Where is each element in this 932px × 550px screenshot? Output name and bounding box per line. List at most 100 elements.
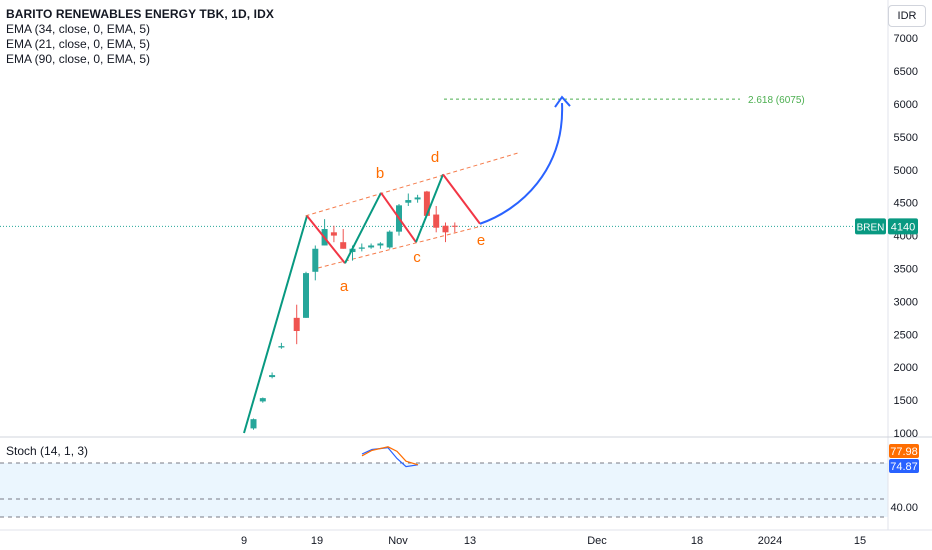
time-tick-label: 18	[691, 535, 703, 547]
price-tick-label: 4500	[894, 198, 918, 210]
time-tick-label: 15	[854, 535, 866, 547]
candle	[433, 205, 440, 233]
candle-body	[368, 245, 375, 248]
candle	[442, 222, 449, 243]
candle	[250, 418, 257, 430]
candle	[303, 271, 309, 318]
legend: BARITO RENEWABLES ENERGY TBK, 1D, IDX EM…	[6, 7, 274, 67]
candle	[278, 342, 285, 349]
symbol-badge	[855, 218, 886, 235]
stoch-k-line	[361, 447, 419, 468]
wave-segment	[415, 174, 444, 243]
price-tick-label: 7000	[894, 33, 918, 45]
time-tick-label: 13	[464, 535, 476, 547]
time-tick-label: 9	[241, 535, 247, 547]
time-tick-label: Dec	[587, 535, 607, 547]
wave-segment	[306, 215, 346, 264]
candle-body	[451, 225, 458, 227]
candle	[414, 194, 421, 203]
chart-title[interactable]: BARITO RENEWABLES ENERGY TBK, 1D, IDX	[6, 7, 274, 21]
price-tick-label: 2000	[894, 362, 918, 374]
price-tick-label: 3000	[894, 296, 918, 308]
stoch-k-badge: 77.98	[889, 444, 919, 458]
currency-button[interactable]: IDR	[888, 5, 926, 27]
price-tick-label: 6000	[894, 99, 918, 111]
wave-label-c: c	[413, 249, 421, 266]
candle-body	[386, 231, 393, 248]
projection-curve	[479, 103, 564, 225]
candle	[358, 243, 365, 252]
stoch-level-label: 40.00	[890, 502, 918, 514]
channel-upper-line	[305, 152, 519, 217]
stoch-k-badge-bg	[889, 444, 919, 458]
stoch-k-value: 77.98	[890, 446, 918, 458]
price-tick-label: 5000	[894, 165, 918, 177]
time-tick-label: 19	[311, 535, 323, 547]
candle-body	[330, 232, 337, 236]
stoch-d-line	[361, 446, 419, 466]
time-tick-label: 2024	[758, 535, 782, 547]
price-tick-label: 3500	[894, 264, 918, 276]
stoch-d-badge: 74.87	[889, 459, 919, 473]
price-badge	[888, 218, 918, 235]
price-tick-label: 2500	[894, 329, 918, 341]
candle	[386, 230, 393, 249]
last-price-badge: BREN 4140	[855, 218, 918, 235]
projection-arrowhead	[554, 95, 571, 108]
candle-body	[377, 243, 384, 246]
wave-label-e: e	[477, 232, 485, 249]
price-tick-label: 1000	[894, 428, 918, 440]
candle	[312, 245, 319, 281]
price-tick-label: 6500	[894, 66, 918, 78]
price-badge-text: 4140	[891, 221, 915, 233]
main-pane: 2.618 (6075) a b c d e	[0, 95, 888, 434]
candle-body	[269, 375, 276, 378]
candle-body	[293, 317, 300, 332]
wave-label-a: a	[340, 278, 349, 295]
price-tick-label: 1500	[894, 395, 918, 407]
candle-body	[442, 225, 449, 233]
candle-body	[278, 346, 285, 348]
stoch-band	[0, 463, 888, 517]
candle-body	[423, 191, 430, 216]
stoch-d-badge-bg	[889, 459, 919, 473]
stoch-indicator-label[interactable]: Stoch (14, 1, 3)	[6, 444, 89, 458]
candle	[259, 397, 266, 403]
price-tick-label: 5500	[894, 132, 918, 144]
indicator-ema-90[interactable]: EMA (90, close, 0, EMA, 5)	[6, 52, 151, 66]
candle	[293, 304, 300, 345]
fib-target-label: 2.618 (6075)	[748, 95, 805, 106]
stoch-d-value: 74.87	[890, 461, 918, 473]
wave-label-b: b	[376, 165, 384, 182]
symbol-badge-text: BREN	[857, 222, 885, 233]
indicator-ema-21[interactable]: EMA (21, close, 0, EMA, 5)	[6, 37, 151, 51]
indicator-ema-34[interactable]: EMA (34, close, 0, EMA, 5)	[6, 22, 151, 36]
candle	[340, 229, 347, 249]
candle	[423, 190, 430, 216]
candle-body	[312, 248, 319, 272]
candle	[405, 193, 412, 206]
candle-body	[340, 242, 347, 249]
candle	[377, 242, 384, 249]
candle-body	[250, 419, 257, 429]
time-tick-label: Nov	[388, 535, 408, 547]
candle-body	[303, 273, 309, 318]
candle	[330, 225, 337, 243]
candle-body	[259, 398, 266, 402]
candle-body	[433, 214, 440, 228]
candle	[368, 243, 375, 249]
candle-body	[405, 200, 412, 203]
candle	[451, 222, 458, 233]
wave-segment	[442, 173, 481, 225]
wave-segment	[380, 192, 417, 243]
wave-segment	[243, 215, 308, 434]
wave-label-d: d	[431, 149, 439, 166]
candle	[269, 372, 276, 379]
candle-body	[358, 247, 365, 249]
stoch-pane	[0, 446, 888, 518]
candle-body	[414, 197, 421, 200]
wave-segment	[344, 192, 382, 264]
